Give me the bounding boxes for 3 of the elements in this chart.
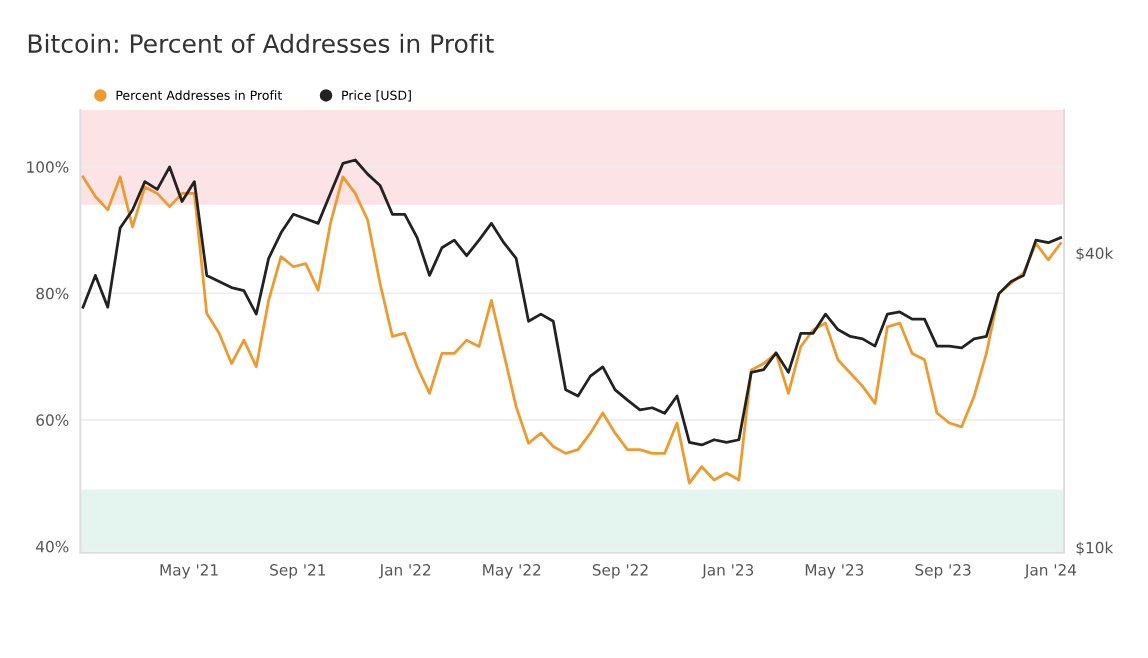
line-series: [81, 175, 1063, 485]
chart-title: Bitcoin: Percent of Addresses in Profit: [28, 33, 494, 53]
line-series: [81, 158, 1063, 447]
